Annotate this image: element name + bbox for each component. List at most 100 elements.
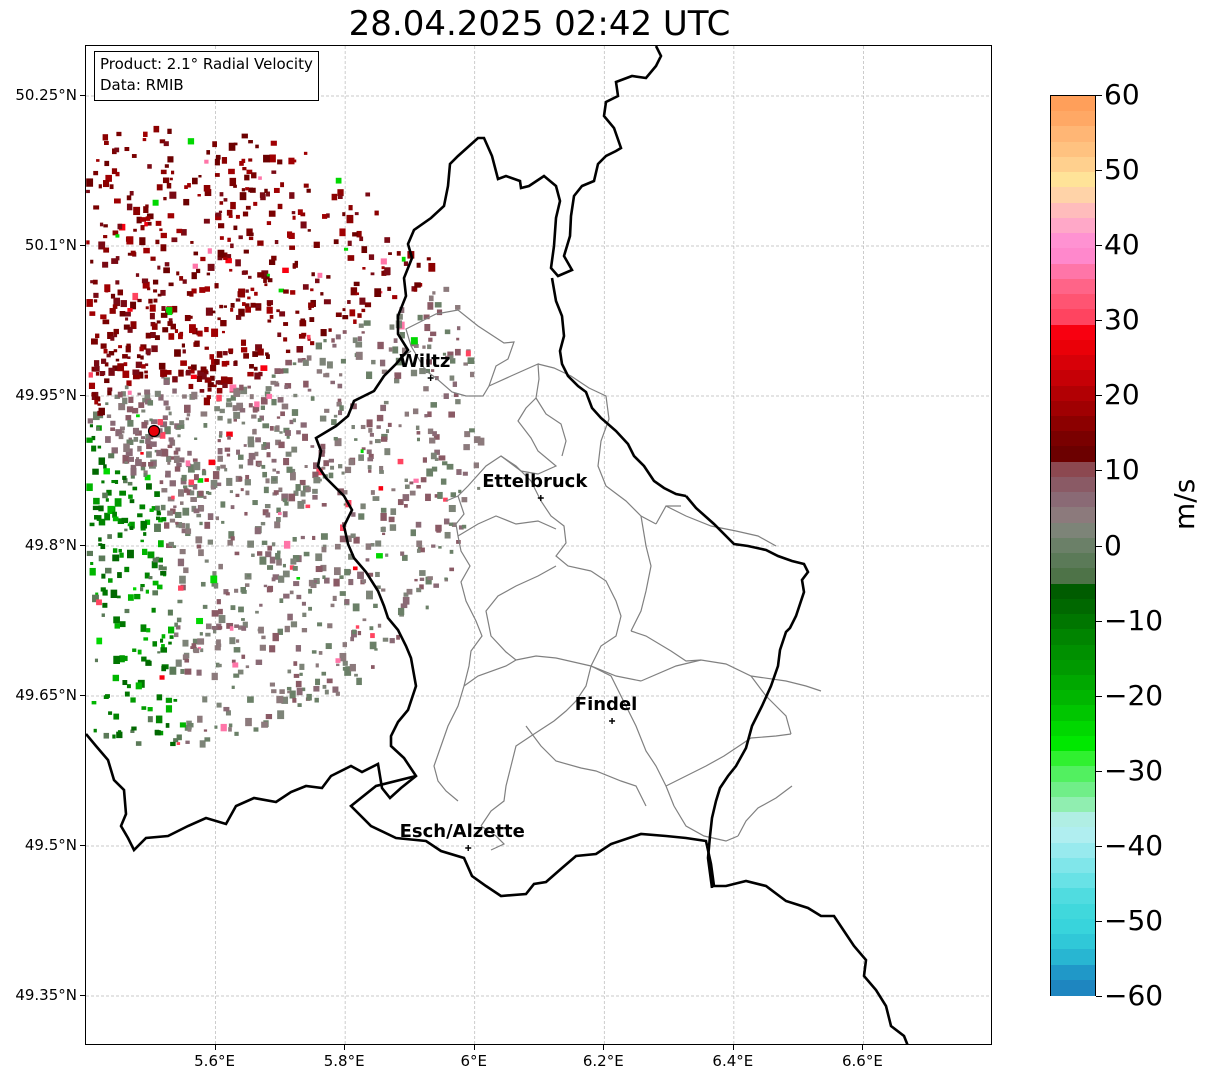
echo-pixel	[112, 674, 120, 682]
echo-pixel	[190, 240, 194, 244]
echo-pixel	[211, 672, 218, 681]
echo-pixel	[289, 419, 294, 425]
echo-pixel	[292, 263, 298, 268]
echo-pixel	[175, 625, 181, 630]
echo-pixel	[184, 725, 190, 731]
echo-pixel	[257, 240, 264, 246]
echo-pixel	[258, 371, 263, 377]
echo-pixel	[257, 418, 262, 422]
echo-pixel	[147, 716, 153, 723]
echo-pixel	[297, 358, 303, 363]
longitude-tick-mark	[344, 1045, 346, 1050]
echo-pixel	[104, 284, 111, 293]
echo-pixel	[132, 407, 139, 414]
echo-pixel	[394, 372, 402, 379]
echo-pixel	[230, 307, 234, 312]
echo-pixel	[180, 668, 185, 674]
echo-pixel	[289, 565, 295, 570]
echo-pixel	[113, 332, 118, 338]
echo-pixel	[388, 347, 393, 352]
latitude-tick-mark	[80, 395, 85, 396]
echo-pixel	[229, 626, 234, 631]
echo-pixel	[168, 282, 174, 287]
echo-pixel	[160, 244, 167, 252]
echo-pixel	[204, 478, 209, 482]
echo-pixel	[390, 508, 397, 515]
echo-pixel	[448, 522, 454, 526]
echo-pixel	[223, 706, 230, 712]
echo-pixel	[122, 477, 126, 481]
echo-pixel	[276, 695, 284, 704]
echo-pixel	[456, 469, 462, 475]
echo-pixel	[317, 622, 323, 627]
echo-pixel	[143, 472, 147, 477]
echo-pixel	[267, 585, 274, 592]
echo-pixel	[367, 457, 374, 462]
echo-pixel	[381, 270, 387, 276]
echo-pixel	[335, 658, 341, 663]
echo-pixel	[191, 643, 197, 649]
echo-pixel	[443, 393, 449, 399]
echo-pixel	[198, 174, 202, 178]
colorbar-segment	[1051, 263, 1095, 280]
echo-pixel	[149, 304, 156, 312]
echo-pixel	[160, 638, 164, 643]
echo-pixel	[90, 280, 94, 284]
echo-pixel	[249, 364, 254, 369]
echo-pixel	[176, 463, 182, 468]
echo-pixel	[245, 205, 251, 210]
colorbar-segment	[1051, 187, 1095, 204]
colorbar-segment	[1051, 842, 1095, 859]
echo-pixel	[197, 370, 204, 377]
echo-pixel	[427, 576, 433, 581]
echo-pixel	[113, 349, 118, 353]
radar-site-marker[interactable]	[147, 424, 161, 438]
echo-pixel	[127, 523, 131, 527]
echo-pixel	[221, 330, 225, 334]
echo-pixel	[243, 444, 247, 447]
echo-pixel	[162, 177, 170, 184]
echo-pixel	[255, 344, 263, 351]
echo-pixel	[297, 500, 305, 509]
echo-pixel	[266, 221, 272, 226]
echo-pixel	[92, 505, 99, 511]
echo-pixel	[179, 722, 186, 728]
colorbar-segment	[1051, 126, 1095, 143]
echo-pixel	[384, 237, 391, 243]
echo-pixel	[274, 368, 281, 375]
echo-pixel	[365, 558, 370, 562]
echo-pixel	[342, 330, 347, 334]
echo-pixel	[310, 396, 315, 401]
echo-pixel	[110, 336, 115, 341]
echo-pixel	[114, 198, 121, 204]
echo-pixel	[286, 435, 290, 439]
colorbar-segment	[1051, 278, 1095, 295]
echo-pixel	[339, 535, 347, 543]
echo-pixel	[368, 254, 375, 260]
echo-pixel	[143, 206, 149, 213]
echo-pixel	[155, 715, 163, 724]
echo-pixel	[225, 258, 232, 264]
map-panel[interactable]	[85, 45, 992, 1045]
echo-pixel	[310, 288, 314, 292]
echo-pixel	[201, 470, 207, 476]
map-canvas[interactable]	[86, 46, 992, 1045]
echo-pixel	[335, 312, 342, 318]
echo-pixel	[253, 727, 259, 732]
colorbar-segment	[1051, 781, 1095, 798]
echo-pixel	[159, 675, 165, 680]
echo-pixel	[195, 536, 203, 544]
echo-pixel	[96, 515, 102, 521]
longitude-tick-label: 6.4°E	[712, 1052, 754, 1070]
colorbar-tick-label: 40	[1104, 228, 1140, 262]
echo-pixel	[214, 359, 220, 365]
echo-pixel	[331, 419, 337, 426]
echo-pixel	[98, 537, 102, 542]
echo-pixel	[230, 396, 236, 401]
echo-pixel	[393, 338, 398, 343]
echo-pixel	[442, 461, 448, 466]
echo-pixel	[132, 486, 138, 491]
echo-pixel	[93, 299, 98, 303]
echo-pixel	[241, 626, 247, 631]
echo-pixel	[322, 684, 327, 689]
